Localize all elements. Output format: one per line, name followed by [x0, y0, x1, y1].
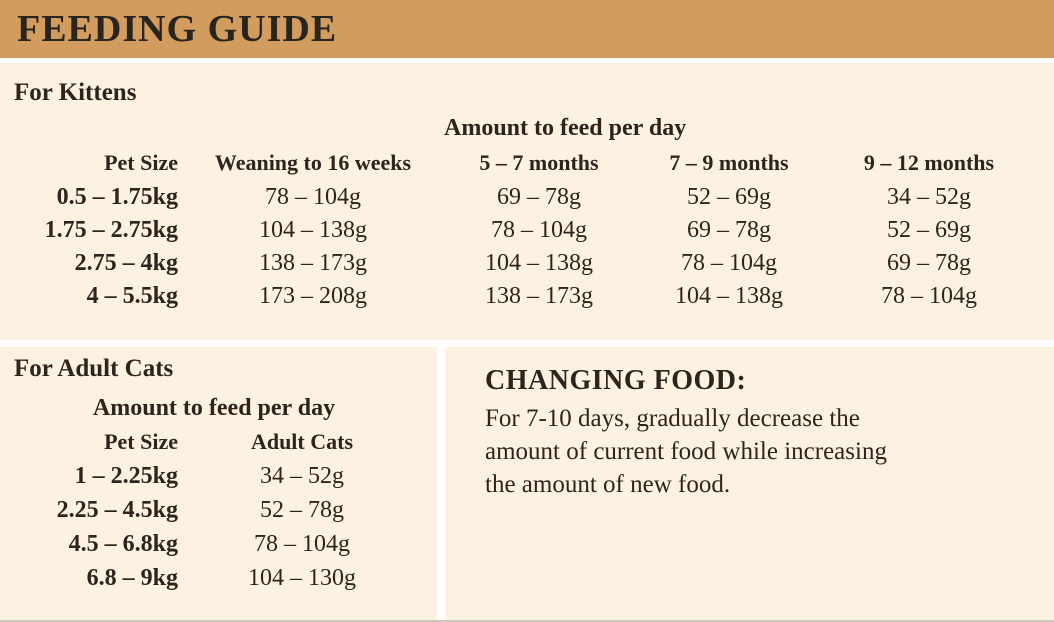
kittens-cell: 78 – 104g	[491, 217, 587, 243]
kittens-cell: 104 – 138g	[675, 283, 783, 309]
kittens-cell: 0.5 – 1.75kg	[56, 184, 178, 210]
kittens-cell: 104 – 138g	[259, 217, 367, 243]
kittens-row: 1.75 – 2.75kg 104 – 138g 78 – 104g 69 – …	[6, 214, 1034, 247]
kittens-panel: For Kittens Amount to feed per day Pet S…	[0, 63, 1054, 340]
kittens-cell: 173 – 208g	[259, 283, 367, 309]
kittens-header-row: Pet Size Weaning to 16 weeks 5 – 7 month…	[6, 145, 1034, 181]
kittens-cell: 78 – 104g	[265, 184, 361, 210]
adult-cats-panel: For Adult Cats Amount to feed per day Pe…	[0, 347, 437, 622]
adult-row: 4.5 – 6.8kg 78 – 104g	[6, 527, 422, 561]
adult-row: 2.25 – 4.5kg 52 – 78g	[6, 493, 422, 527]
kittens-section-title: For Kittens	[14, 79, 137, 106]
kittens-cell: 52 – 69g	[687, 184, 771, 210]
kittens-row: 4 – 5.5kg 173 – 208g 138 – 173g 104 – 13…	[6, 280, 1034, 313]
adult-cell: 6.8 – 9kg	[86, 564, 178, 591]
changing-food-line: the amount of new food.	[485, 471, 731, 498]
kittens-cell: 69 – 78g	[497, 184, 581, 210]
kittens-amount-header: Amount to feed per day	[444, 115, 687, 141]
adult-header-row: Pet Size Adult Cats	[6, 425, 422, 459]
header-bar: FEEDING GUIDE	[0, 0, 1054, 58]
changing-food-title: CHANGING FOOD:	[485, 365, 747, 396]
kittens-row: 2.75 – 4kg 138 – 173g 104 – 138g 78 – 10…	[6, 247, 1034, 280]
kittens-col-9-12: 9 – 12 months	[863, 150, 995, 175]
adult-col-pet-size: Pet Size	[104, 429, 178, 454]
kittens-cell: 138 – 173g	[485, 283, 593, 309]
kittens-col-weaning: Weaning to 16 weeks	[214, 150, 412, 175]
kittens-cell: 4 – 5.5kg	[86, 283, 178, 309]
kittens-cell: 52 – 69g	[887, 217, 971, 243]
changing-food-line: For 7-10 days, gradually decrease the	[485, 405, 860, 432]
adult-amount-row: Amount to feed per day	[6, 391, 422, 425]
adult-cell: 104 – 130g	[248, 564, 356, 591]
kittens-cell: 1.75 – 2.75kg	[44, 217, 178, 243]
changing-food-body: For 7-10 days, gradually decrease the am…	[485, 402, 887, 501]
adult-amount-header: Amount to feed per day	[92, 394, 336, 421]
adult-cats-section-title: For Adult Cats	[14, 355, 174, 382]
adult-cats-table: Amount to feed per day Pet Size Adult Ca…	[6, 391, 422, 595]
kittens-cell: 78 – 104g	[881, 283, 977, 309]
adult-cell: 52 – 78g	[260, 496, 344, 523]
kittens-cell: 69 – 78g	[887, 250, 971, 276]
kittens-cell: 78 – 104g	[681, 250, 777, 276]
kittens-cell: 69 – 78g	[687, 217, 771, 243]
kittens-col-pet-size: Pet Size	[104, 150, 178, 175]
spacer-cell	[6, 112, 444, 145]
adult-cell: 78 – 104g	[254, 530, 350, 557]
adult-cell: 4.5 – 6.8kg	[68, 530, 178, 557]
adult-row: 6.8 – 9kg 104 – 130g	[6, 561, 422, 595]
kittens-col-7-9: 7 – 9 months	[669, 150, 789, 175]
adult-cell: 2.25 – 4.5kg	[56, 496, 178, 523]
kittens-amount-row: Amount to feed per day	[6, 112, 1034, 145]
kittens-col-5-7: 5 – 7 months	[479, 150, 599, 175]
kittens-cell: 34 – 52g	[887, 184, 971, 210]
adult-row: 1 – 2.25kg 34 – 52g	[6, 459, 422, 493]
page-title: FEEDING GUIDE	[17, 8, 338, 50]
adult-cell: 1 – 2.25kg	[74, 462, 178, 489]
kittens-row: 0.5 – 1.75kg 78 – 104g 69 – 78g 52 – 69g…	[6, 181, 1034, 214]
changing-food-panel: CHANGING FOOD: For 7-10 days, gradually …	[445, 347, 1054, 622]
adult-cell: 34 – 52g	[260, 462, 344, 489]
kittens-cell: 138 – 173g	[259, 250, 367, 276]
changing-food-line: amount of current food while increasing	[485, 438, 887, 465]
label-bottom-edge	[0, 620, 1054, 622]
adult-col-adult-cats: Adult Cats	[250, 429, 354, 454]
kittens-table: Amount to feed per day Pet Size Weaning …	[6, 112, 1034, 313]
kittens-cell: 2.75 – 4kg	[74, 250, 178, 276]
kittens-cell: 104 – 138g	[485, 250, 593, 276]
